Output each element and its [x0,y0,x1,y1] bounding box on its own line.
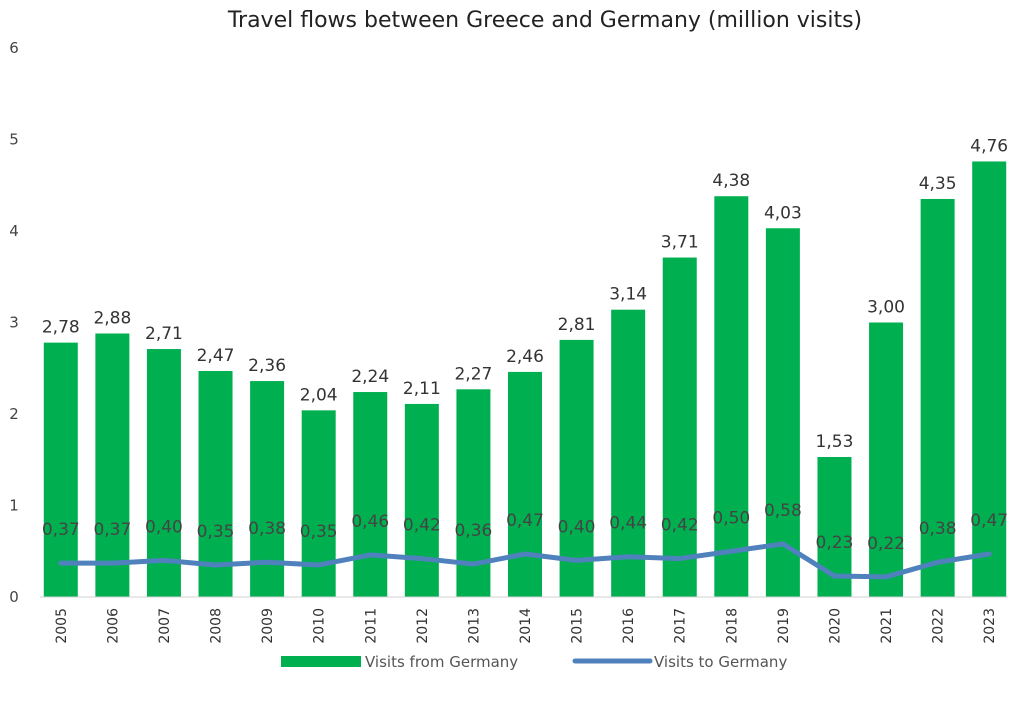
bar-data-labels: 2,78 2,88 2,71 2,47 2,36 2,04 2,24 2,11 2,27 2,46… [42,136,1008,452]
bar-data-label: 3,14 [609,285,647,305]
x-tick-label: 2007 [157,608,173,644]
bar-data-label: 2,46 [506,347,544,367]
line-data-label: 0,22 [867,534,905,554]
x-tick-label: 2016 [621,608,637,644]
x-tick-label: 2022 [931,608,947,644]
bar-data-label: 2,04 [300,385,338,405]
bar [662,257,697,597]
bar-data-label: 2,47 [197,346,235,366]
line-data-label: 0,58 [764,501,802,521]
legend-label-visits-to-germany: Visits to Germany [654,653,787,671]
bar-data-label: 2,71 [145,324,183,344]
bar [920,198,955,597]
bar [404,403,439,597]
line-data-label: 0,37 [42,520,80,540]
line-data-label: 0,47 [970,511,1008,531]
legend: Visits from Germany Visits to Germany [281,653,787,671]
y-tick-label: 1 [9,497,19,515]
x-tick-label: 2023 [982,608,998,644]
y-tick-label: 5 [9,131,19,149]
bar-data-label: 4,38 [712,171,750,191]
bar-data-label: 2,81 [558,315,596,335]
bar [95,333,130,597]
x-tick-label: 2013 [466,608,482,644]
line-data-label: 0,35 [197,522,235,542]
x-tick-label: 2008 [209,608,225,644]
line-data-label: 0,35 [300,522,338,542]
x-tick-label: 2014 [518,608,534,644]
line-data-label: 0,38 [919,519,957,539]
bar-data-label: 2,88 [93,308,131,328]
chart-title: Travel flows between Greece and Germany … [227,8,862,33]
bar-data-label: 1,53 [816,432,854,452]
x-tick-label: 2012 [415,608,431,644]
bar-data-label: 4,35 [919,174,957,194]
y-tick-label: 4 [9,222,19,240]
y-tick-label: 2 [9,405,19,423]
x-tick-label: 2017 [673,608,689,644]
x-axis: 2005 2006 2007 2008 2009 2010 2011 2012 2013 2014… [40,596,1008,644]
bar-data-label: 2,36 [248,356,286,376]
y-tick-label: 0 [9,588,19,606]
x-tick-label: 2011 [363,608,379,644]
bar [301,410,336,597]
x-tick-label: 2020 [827,608,843,644]
line-series [58,541,992,580]
bar [972,161,1007,597]
x-tick-label: 2015 [570,608,586,644]
bar-series [43,161,1007,598]
x-tick-label: 2009 [260,608,276,644]
line-data-label: 0,23 [816,533,854,553]
y-tick-label: 3 [9,314,19,332]
legend-swatch-visits-from-germany [281,656,361,667]
x-tick-label: 2018 [724,608,740,644]
line-data-label: 0,40 [145,517,183,537]
bar-data-label: 3,71 [661,233,699,253]
bar [508,371,542,597]
x-tick-label: 2019 [776,608,792,644]
bar [43,342,78,597]
bar [611,309,646,597]
bar-data-label: 2,11 [403,379,441,399]
bar [559,339,594,597]
x-tick-label: 2006 [105,608,121,644]
line-data-label: 0,40 [558,517,596,537]
line-data-label: 0,42 [661,516,699,536]
line-data-label: 0,50 [712,508,750,528]
x-tick-label: 2021 [879,608,895,644]
line-data-label: 0,47 [506,511,544,531]
bar-data-label: 4,76 [970,136,1008,156]
y-tick-label: 6 [9,39,19,57]
bar-data-label: 3,00 [867,298,905,318]
bar-data-label: 2,78 [42,318,80,338]
x-tick-label: 2005 [54,608,70,644]
line-data-label: 0,44 [609,514,647,534]
line-data-label: 0,36 [454,521,492,541]
line-data-label: 0,42 [403,516,441,536]
y-axis: 0 1 2 3 4 5 6 [9,39,19,606]
bar [869,322,904,597]
bar [765,228,800,597]
line-data-labels: 0,37 0,37 0,40 0,35 0,38 0,35 0,46 0,42 0,36 0,47… [42,501,1008,554]
bar [714,196,749,598]
bar-data-label: 4,03 [764,203,802,223]
bar [353,392,388,597]
line-data-label: 0,38 [248,519,286,539]
bar [198,370,233,597]
bar-data-label: 2,27 [454,364,492,384]
bar [146,349,181,597]
line-data-label: 0,37 [93,520,131,540]
x-tick-label: 2010 [312,608,328,644]
bar-data-label: 2,24 [351,367,389,387]
legend-label-visits-from-germany: Visits from Germany [365,653,518,671]
line-data-label: 0,46 [351,512,389,532]
